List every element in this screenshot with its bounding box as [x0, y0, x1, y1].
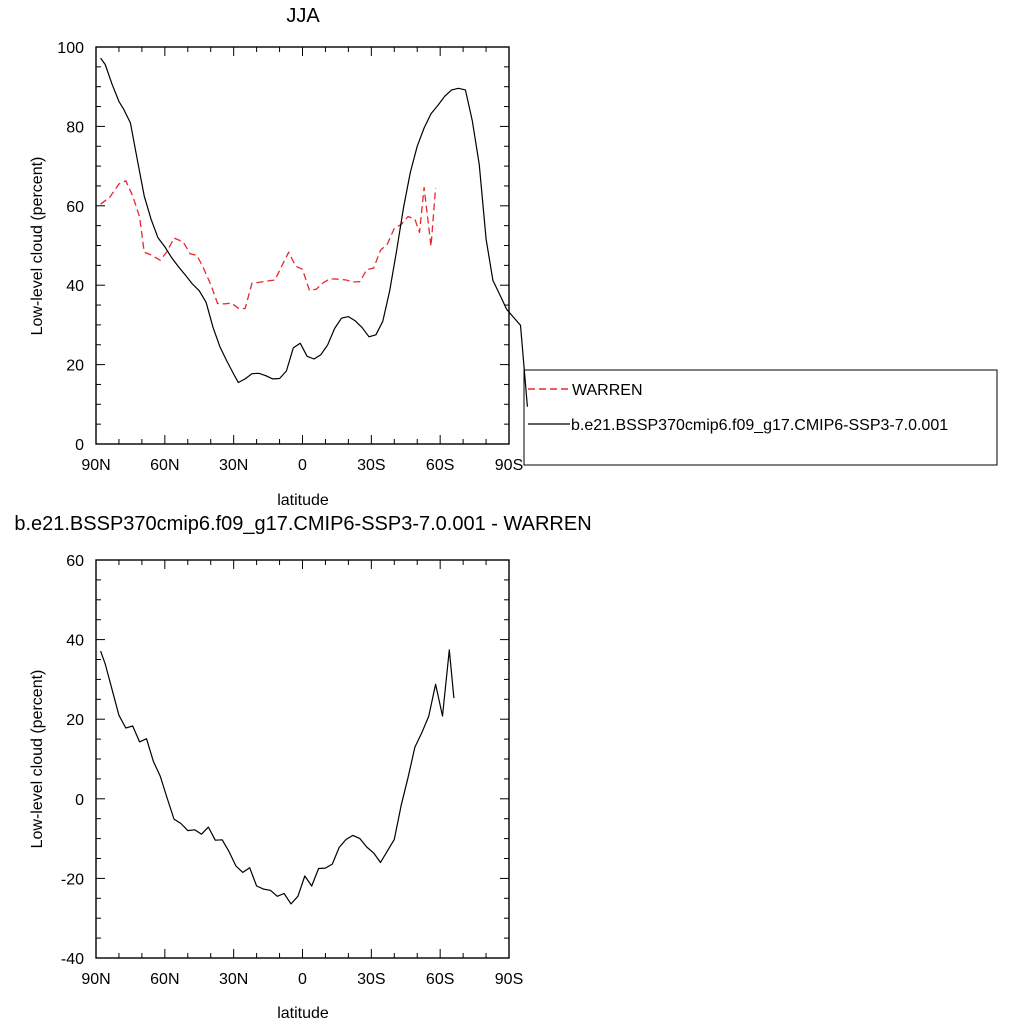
bottom-x-tick-label: 30N — [219, 971, 248, 988]
top-y-tick-label: 100 — [57, 40, 84, 57]
top-x-tick-label: 0 — [298, 457, 307, 474]
bottom-y-tick-label: -20 — [61, 871, 84, 888]
top-y-tick-label: 20 — [66, 358, 84, 375]
top-y-tick-label: 60 — [66, 199, 84, 216]
bottom-x-tick-label: 60S — [426, 971, 454, 988]
top-x-tick-labels: 90N 60N 30N 0 30S 60S 90S — [81, 457, 523, 474]
top-x-tick-label: 90S — [495, 457, 523, 474]
bottom-chart-title: b.e21.BSSP370cmip6.f09_g17.CMIP6-SSP3-7.… — [14, 513, 591, 535]
top-y-tick-labels: 0 20 40 60 80 100 — [57, 40, 84, 454]
top-y-tick-label: 0 — [75, 437, 84, 454]
top-x-axis-label: latitude — [277, 492, 329, 509]
top-y-tick-label: 80 — [66, 119, 84, 136]
bottom-series — [100, 649, 455, 905]
bottom-series-line-difference — [100, 649, 455, 905]
bottom-x-tick-label: 90S — [495, 971, 523, 988]
top-series-line-warren — [100, 180, 437, 310]
legend-label-warren: WARREN — [572, 382, 643, 399]
top-y-tick-label: 40 — [66, 278, 84, 295]
top-x-tick-label: 60N — [150, 457, 179, 474]
bottom-panel: b.e21.BSSP370cmip6.f09_g17.CMIP6-SSP3-7.… — [14, 513, 591, 1022]
legend-label-model: b.e21.BSSP370cmip6.f09_g17.CMIP6-SSP3-7.… — [571, 417, 948, 434]
bottom-x-tick-label: 30S — [357, 971, 385, 988]
bottom-x-axis-label: latitude — [277, 1005, 329, 1022]
bottom-plot-frame — [95, 559, 510, 959]
bottom-y-tick-label: -40 — [61, 951, 84, 968]
top-plot-frame — [95, 46, 510, 445]
top-series — [100, 57, 528, 407]
bottom-y-tick-label: 40 — [66, 633, 84, 650]
top-chart-title: JJA — [286, 5, 320, 27]
top-y-axis-label: Low-level cloud (percent) — [29, 157, 46, 336]
bottom-x-tick-label: 60N — [150, 971, 179, 988]
bottom-y-axis-label: Low-level cloud (percent) — [29, 670, 46, 849]
legend-box — [523, 369, 998, 466]
top-ticks — [95, 46, 510, 445]
bottom-y-tick-labels: -40 -20 0 20 40 60 — [61, 553, 84, 968]
bottom-y-tick-label: 0 — [75, 792, 84, 809]
top-x-tick-label: 30S — [357, 457, 385, 474]
top-x-tick-label: 90N — [81, 457, 110, 474]
top-x-tick-label: 60S — [426, 457, 454, 474]
bottom-x-tick-labels: 90N 60N 30N 0 30S 60S 90S — [81, 971, 523, 988]
bottom-y-tick-label: 60 — [66, 553, 84, 570]
legend: WARREN b.e21.BSSP370cmip6.f09_g17.CMIP6-… — [523, 369, 998, 466]
top-series-line-model — [100, 57, 528, 407]
top-x-tick-label: 30N — [219, 457, 248, 474]
bottom-y-tick-label: 20 — [66, 712, 84, 729]
top-panel: JJA 90N 60N 30N 0 30S 60S 90S 0 20 40 60 80 100 lat… — [29, 5, 998, 509]
bottom-ticks — [95, 559, 510, 959]
bottom-x-tick-label: 0 — [298, 971, 307, 988]
bottom-x-tick-label: 90N — [81, 971, 110, 988]
